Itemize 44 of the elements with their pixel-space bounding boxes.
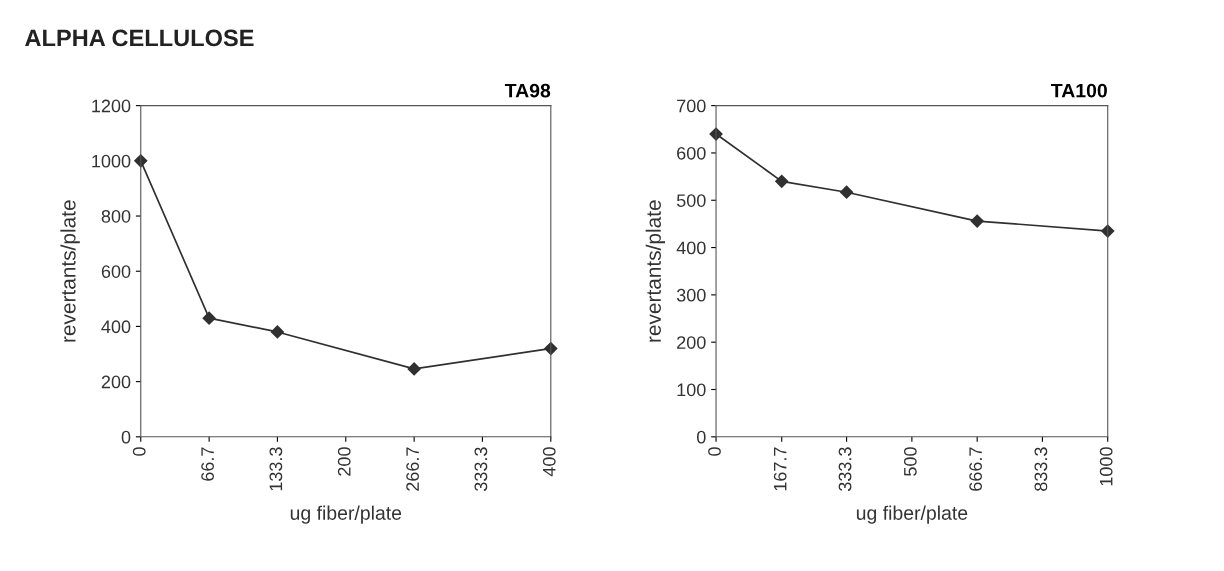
point — [775, 174, 789, 188]
y-tick-label: 300 — [676, 288, 706, 302]
x-tick-label: 200 — [337, 447, 351, 476]
y-tick-label: 500 — [676, 194, 706, 207]
x-axis-title: ug fiber/plate — [290, 505, 402, 524]
x-tick-label: 0 — [132, 447, 146, 456]
y-tick-label: 800 — [101, 209, 131, 223]
point — [970, 214, 984, 228]
y-tick-label: 0 — [121, 430, 131, 444]
chart-title: TA100 — [1051, 83, 1107, 98]
point — [407, 362, 421, 376]
x-tick-label: 833.3 — [1034, 447, 1048, 491]
y-tick-label: 200 — [677, 336, 706, 349]
y-tick-label: 400 — [101, 320, 131, 334]
x-tick-label: 500 — [903, 447, 917, 476]
point — [202, 311, 216, 325]
y-tick-label: 0 — [696, 430, 706, 444]
point — [270, 325, 284, 339]
y-tick-label: 600 — [101, 265, 131, 278]
y-tick-label: 200 — [101, 375, 131, 389]
y-tick-label: 1000 — [92, 154, 131, 168]
x-tick-label: 0 — [708, 447, 721, 456]
x-tick-label: 1000 — [1099, 447, 1113, 486]
text: ALPHA CELLULOSE — [25, 29, 254, 47]
x-tick-label: 333.3 — [474, 447, 488, 492]
x-tick-label: 66.7 — [201, 447, 214, 481]
y-tick-label: 1200 — [92, 99, 131, 113]
y-axis-title: revertants/plate — [60, 200, 80, 342]
x-tick-label: 400 — [542, 447, 556, 477]
x-tick-label: 133.3 — [269, 447, 283, 491]
y-tick-label: 100 — [677, 383, 706, 397]
x-axis-title: ug fiber/plate — [856, 505, 968, 524]
point — [839, 185, 854, 199]
y-tick-label: 700 — [677, 99, 706, 113]
x-tick-label: 666.7 — [969, 447, 983, 491]
chart-title: TA98 — [504, 83, 551, 98]
y-tick-label: 400 — [676, 241, 706, 255]
y-axis-title: revertants/plate — [645, 200, 666, 342]
point — [1101, 224, 1115, 238]
y-tick-label: 600 — [677, 146, 706, 160]
x-tick-label: 266.7 — [406, 447, 419, 491]
point — [544, 341, 558, 356]
x-tick-label: 333.3 — [838, 447, 852, 492]
x-tick-label: 167.7 — [773, 447, 787, 491]
